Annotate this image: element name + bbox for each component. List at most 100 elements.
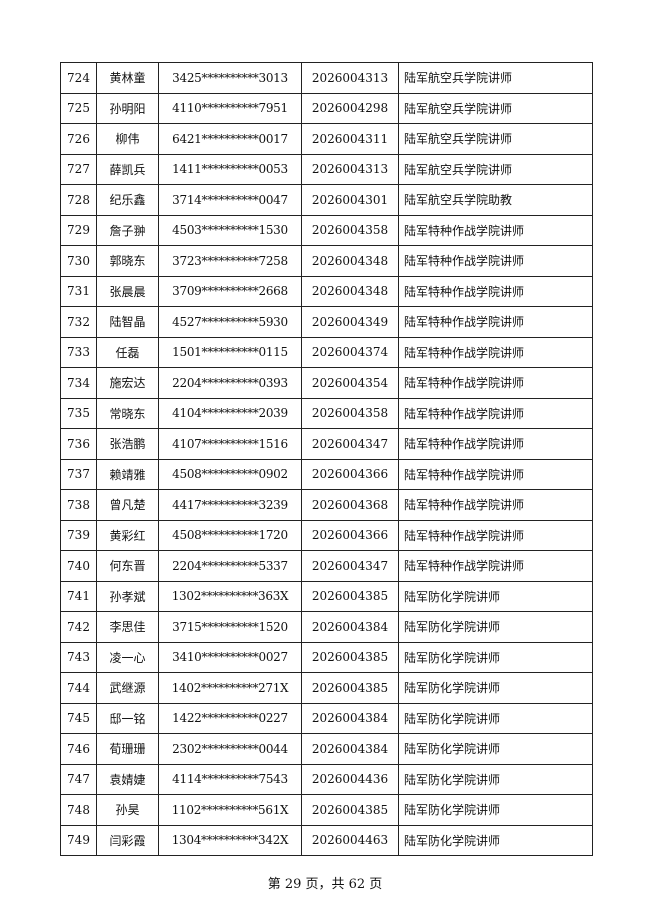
row-number-cell: 748	[60, 794, 97, 826]
exam-code-cell: 2026004301	[301, 184, 399, 216]
id-number-cell: 4114**********7543	[158, 763, 302, 795]
exam-code-cell: 2026004347	[301, 428, 399, 460]
id-number-cell: 3709**********2668	[158, 275, 302, 307]
id-number-cell: 3714**********0047	[158, 184, 302, 216]
table-row: 738 曾凡楚 4417**********3239 2026004368 陆军特种作战…	[60, 489, 593, 521]
name-cell: 何东晋	[96, 550, 159, 582]
table-row: 732 陆智晶 4527**********5930 2026004349 陆军特种作战…	[60, 306, 593, 338]
name-cell: 柳伟	[96, 123, 159, 155]
name-cell: 闫彩霞	[96, 824, 159, 856]
name-cell: 薛凯兵	[96, 153, 159, 185]
position-cell: 陆军特种作战学院讲师	[398, 458, 593, 490]
row-number-cell: 742	[60, 611, 97, 643]
exam-code-cell: 2026004384	[301, 702, 399, 734]
table-row: 748 孙昊 1102**********561X 2026004385 陆军防化学院讲…	[60, 794, 593, 826]
position-cell: 陆军特种作战学院讲师	[398, 397, 593, 429]
table-row: 733 任磊 1501**********0115 2026004374 陆军特种作战学…	[60, 336, 593, 368]
id-number-cell: 1402**********271X	[158, 672, 302, 704]
row-number-cell: 733	[60, 336, 97, 368]
table-row: 737 赖靖雅 4508**********0902 2026004366 陆军特种作战…	[60, 458, 593, 490]
name-cell: 张浩鹏	[96, 428, 159, 460]
position-cell: 陆军航空兵学院讲师	[398, 92, 593, 124]
name-cell: 陆智晶	[96, 306, 159, 338]
name-cell: 赖靖雅	[96, 458, 159, 490]
exam-code-cell: 2026004463	[301, 824, 399, 856]
id-number-cell: 1302**********363X	[158, 580, 302, 612]
position-cell: 陆军防化学院讲师	[398, 763, 593, 795]
row-number-cell: 749	[60, 824, 97, 856]
position-cell: 陆军特种作战学院讲师	[398, 550, 593, 582]
id-number-cell: 4107**********1516	[158, 428, 302, 460]
table-row: 740 何东晋 2204**********5337 2026004347 陆军特种作战…	[60, 550, 593, 582]
table-row: 749 闫彩霞 1304**********342X 2026004463 陆军防化学院…	[60, 824, 593, 856]
exam-code-cell: 2026004358	[301, 397, 399, 429]
name-cell: 施宏达	[96, 367, 159, 399]
name-cell: 凌一心	[96, 641, 159, 673]
table-row: 746 荀珊珊 2302**********0044 2026004384 陆军防化学院…	[60, 733, 593, 765]
exam-code-cell: 2026004384	[301, 611, 399, 643]
id-number-cell: 4503**********1530	[158, 214, 302, 246]
exam-code-cell: 2026004298	[301, 92, 399, 124]
id-number-cell: 3410**********0027	[158, 641, 302, 673]
exam-code-cell: 2026004385	[301, 672, 399, 704]
position-cell: 陆军特种作战学院讲师	[398, 275, 593, 307]
name-cell: 孙明阳	[96, 92, 159, 124]
row-number-cell: 734	[60, 367, 97, 399]
exam-code-cell: 2026004436	[301, 763, 399, 795]
row-number-cell: 725	[60, 92, 97, 124]
table-row: 728 纪乐鑫 3714**********0047 2026004301 陆军航空兵学…	[60, 184, 593, 216]
position-cell: 陆军防化学院讲师	[398, 733, 593, 765]
position-cell: 陆军特种作战学院讲师	[398, 306, 593, 338]
exam-code-cell: 2026004358	[301, 214, 399, 246]
table-row: 739 黄彩红 4508**********1720 2026004366 陆军特种作战…	[60, 519, 593, 551]
position-cell: 陆军防化学院讲师	[398, 794, 593, 826]
exam-code-cell: 2026004348	[301, 275, 399, 307]
row-number-cell: 739	[60, 519, 97, 551]
row-number-cell: 741	[60, 580, 97, 612]
row-number-cell: 731	[60, 275, 97, 307]
position-cell: 陆军防化学院讲师	[398, 824, 593, 856]
table-row: 735 常晓东 4104**********2039 2026004358 陆军特种作战…	[60, 397, 593, 429]
exam-code-cell: 2026004311	[301, 123, 399, 155]
name-cell: 孙昊	[96, 794, 159, 826]
row-number-cell: 744	[60, 672, 97, 704]
table-row: 726 柳伟 6421**********0017 2026004311 陆军航空兵学院…	[60, 123, 593, 155]
name-cell: 武继源	[96, 672, 159, 704]
name-cell: 李思佳	[96, 611, 159, 643]
exam-code-cell: 2026004385	[301, 641, 399, 673]
id-number-cell: 4508**********0902	[158, 458, 302, 490]
row-number-cell: 737	[60, 458, 97, 490]
id-number-cell: 3715**********1520	[158, 611, 302, 643]
id-number-cell: 6421**********0017	[158, 123, 302, 155]
row-number-cell: 727	[60, 153, 97, 185]
table-row: 730 郭晓东 3723**********7258 2026004348 陆军特种作战…	[60, 245, 593, 277]
position-cell: 陆军特种作战学院讲师	[398, 367, 593, 399]
position-cell: 陆军航空兵学院讲师	[398, 123, 593, 155]
position-cell: 陆军防化学院讲师	[398, 641, 593, 673]
exam-code-cell: 2026004385	[301, 580, 399, 612]
exam-code-cell: 2026004348	[301, 245, 399, 277]
table-row: 731 张晨晨 3709**********2668 2026004348 陆军特种作战…	[60, 275, 593, 307]
exam-code-cell: 2026004313	[301, 62, 399, 94]
exam-code-cell: 2026004313	[301, 153, 399, 185]
name-cell: 黄彩红	[96, 519, 159, 551]
position-cell: 陆军防化学院讲师	[398, 702, 593, 734]
id-number-cell: 1501**********0115	[158, 336, 302, 368]
position-cell: 陆军航空兵学院助教	[398, 184, 593, 216]
id-number-cell: 1422**********0227	[158, 702, 302, 734]
row-number-cell: 738	[60, 489, 97, 521]
row-number-cell: 729	[60, 214, 97, 246]
id-number-cell: 2204**********5337	[158, 550, 302, 582]
id-number-cell: 2302**********0044	[158, 733, 302, 765]
row-number-cell: 728	[60, 184, 97, 216]
name-cell: 任磊	[96, 336, 159, 368]
table-row: 742 李思佳 3715**********1520 2026004384 陆军防化学院…	[60, 611, 593, 643]
position-cell: 陆军防化学院讲师	[398, 611, 593, 643]
id-number-cell: 4417**********3239	[158, 489, 302, 521]
exam-code-cell: 2026004366	[301, 458, 399, 490]
row-number-cell: 743	[60, 641, 97, 673]
name-cell: 纪乐鑫	[96, 184, 159, 216]
name-cell: 孙孝斌	[96, 580, 159, 612]
row-number-cell: 746	[60, 733, 97, 765]
table-row: 729 詹子翀 4503**********1530 2026004358 陆军特种作战…	[60, 214, 593, 246]
